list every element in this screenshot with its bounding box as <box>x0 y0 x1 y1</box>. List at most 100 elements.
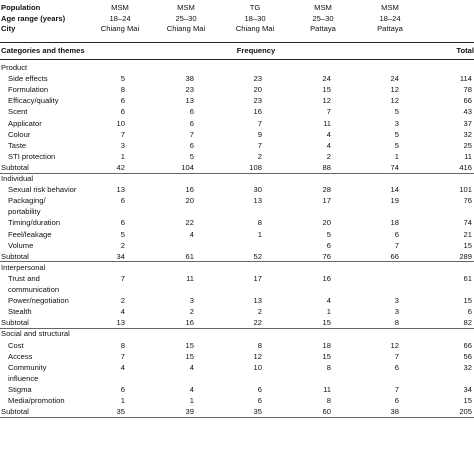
value-cell: 5 <box>394 140 399 150</box>
value-cell: 15 <box>322 85 331 95</box>
table-row: Sexual risk behavior 13 16 30 28 14 101 <box>0 184 474 195</box>
value-cell: 23 <box>253 96 262 106</box>
header-cell: 18–24 <box>109 13 131 23</box>
value-cell: 205 <box>459 407 472 417</box>
value-cell: 6 <box>120 218 125 228</box>
value-cell: 4 <box>120 362 125 372</box>
row-label: Stealth <box>8 307 32 317</box>
value-cell: 8 <box>257 340 262 350</box>
value-cell: 11 <box>323 384 331 394</box>
value-cell: 34 <box>116 251 125 261</box>
value-cell: 15 <box>185 340 194 350</box>
row-label: Side effects <box>8 74 48 84</box>
value-cell: 25 <box>463 140 472 150</box>
value-cell: 1 <box>394 151 399 161</box>
value-cell: 12 <box>390 340 399 350</box>
value-cell: 4 <box>189 362 194 372</box>
row-label: Subtotal <box>1 162 29 172</box>
value-cell: 6 <box>467 307 472 317</box>
row-label: STI protection <box>8 151 56 161</box>
value-cell: 76 <box>322 251 331 261</box>
table-row: Feel/leakage 5 4 1 5 6 21 <box>0 229 474 240</box>
subheader-rule <box>0 59 474 60</box>
table-row: STI protection 1 5 2 2 1 11 <box>0 151 474 162</box>
value-cell: 20 <box>253 85 262 95</box>
value-cell: 56 <box>463 351 472 361</box>
row-label: Taste <box>8 140 27 150</box>
value-cell: 10 <box>116 118 125 128</box>
value-cell: 7 <box>120 351 125 361</box>
subheader-categories: Categories and themes <box>1 46 85 55</box>
value-cell: 34 <box>463 384 472 394</box>
header-cell: Chiang Mai <box>235 24 275 33</box>
value-cell: 3 <box>189 296 194 306</box>
value-cell: 8 <box>120 85 125 95</box>
value-cell: 22 <box>185 218 194 228</box>
value-cell: 52 <box>253 251 262 261</box>
value-cell: 4 <box>189 229 194 239</box>
value-cell: 35 <box>253 407 262 417</box>
row-label: Subtotal <box>1 407 29 417</box>
header-row-population: Population MSM MSM TG MSM MSM <box>0 2 474 13</box>
value-cell: 7 <box>394 351 399 361</box>
value-cell: 8 <box>257 218 262 228</box>
row-label: Stigma <box>8 384 32 394</box>
value-cell: 1 <box>326 307 331 317</box>
category-row: Interpersonal <box>0 262 474 273</box>
value-cell: 6 <box>394 362 399 372</box>
subtotal-row: Subtotal 34 61 52 76 66 289 <box>0 251 474 262</box>
subtotal-rule <box>0 172 474 174</box>
value-cell: 7 <box>326 107 331 117</box>
value-cell: 5 <box>189 151 194 161</box>
value-cell: 3 <box>120 140 125 150</box>
value-cell: 6 <box>394 229 399 239</box>
value-cell: 61 <box>463 273 472 283</box>
header-cell: Chiang Mai <box>166 24 206 33</box>
value-cell: 88 <box>322 162 331 172</box>
header-cell: MSM <box>177 3 195 12</box>
value-cell: 78 <box>463 85 472 95</box>
value-cell: 28 <box>322 185 331 195</box>
table-row: Scent 6 6 16 7 5 43 <box>0 106 474 117</box>
value-cell: 3 <box>394 296 399 306</box>
value-cell: 6 <box>326 240 331 250</box>
value-cell: 32 <box>463 129 472 139</box>
header-cell: 18–30 <box>244 13 266 23</box>
row-label: Subtotal <box>1 251 29 261</box>
value-cell: 12 <box>390 85 399 95</box>
header-cell: MSM <box>314 3 332 12</box>
value-cell: 8 <box>394 318 399 328</box>
value-cell: 3 <box>394 118 399 128</box>
value-cell: 12 <box>390 96 399 106</box>
row-label: Formulation <box>8 85 49 95</box>
value-cell: 23 <box>185 85 194 95</box>
value-cell: 4 <box>326 129 331 139</box>
value-cell: 2 <box>189 307 194 317</box>
value-cell: 43 <box>463 107 472 117</box>
value-cell: 7 <box>120 273 125 283</box>
header-cell: 25–30 <box>175 13 197 23</box>
value-cell: 82 <box>463 318 472 328</box>
value-cell: 74 <box>390 162 399 172</box>
header-cell: MSM <box>381 3 399 12</box>
row-label: Product <box>1 63 28 72</box>
row-label: Colour <box>8 129 31 139</box>
subtotal-rule <box>0 261 474 263</box>
value-cell: 16 <box>322 273 331 283</box>
subtotal-rule <box>0 327 474 329</box>
value-cell: 21 <box>463 229 472 239</box>
value-cell: 38 <box>185 74 194 84</box>
table-row: Trust and communication 7 11 17 16 61 <box>0 273 474 295</box>
value-cell: 2 <box>326 151 331 161</box>
row-label: Trust and <box>8 273 40 283</box>
header-cell: Pattaya <box>310 24 336 33</box>
value-cell: 7 <box>394 240 399 250</box>
value-cell: 101 <box>459 185 472 195</box>
value-cell: 19 <box>390 196 399 206</box>
row-label: Cost <box>8 340 24 350</box>
table-row: Volume 2 6 7 15 <box>0 240 474 251</box>
header-row-city: City Chiang Mai Chiang Mai Chiang Mai Pattay… <box>0 23 474 34</box>
value-cell: 66 <box>463 96 472 106</box>
value-cell: 10 <box>253 362 262 372</box>
value-cell: 61 <box>185 251 194 261</box>
